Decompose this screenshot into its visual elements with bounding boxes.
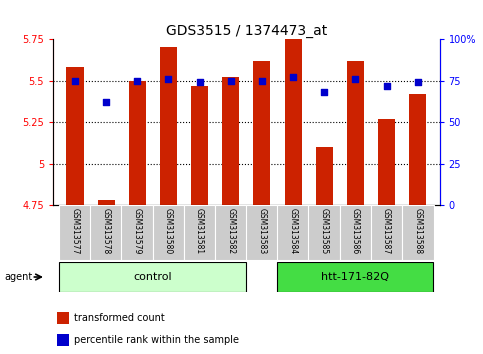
Point [133,78,141,84]
Bar [66,67,84,205]
Bar [184,205,215,260]
Text: agent: agent [5,272,33,282]
Bar [277,205,309,260]
Bar [59,205,91,260]
Point [196,79,203,85]
Bar [90,205,122,260]
Bar [409,94,426,205]
Bar [378,119,395,205]
Point [258,78,266,84]
Text: GSM313581: GSM313581 [195,208,204,254]
Bar [98,200,114,205]
Bar [309,205,340,260]
Point [383,83,390,88]
Bar [246,205,278,260]
Bar [59,262,246,292]
Bar [57,312,69,324]
Text: GSM313587: GSM313587 [382,208,391,254]
Text: transformed count: transformed count [74,313,165,323]
Point [414,79,422,85]
Bar [215,205,246,260]
Bar [347,61,364,205]
Bar [128,81,146,205]
Point [71,78,79,84]
Bar [284,39,302,205]
Point [289,74,297,80]
Point [227,78,235,84]
Text: GSM313585: GSM313585 [320,208,329,254]
Bar [57,334,69,346]
Bar [191,86,208,205]
Text: GSM313588: GSM313588 [413,208,422,254]
Text: GSM313583: GSM313583 [257,208,267,254]
Text: GSM313578: GSM313578 [101,208,111,254]
Bar [160,47,177,205]
Bar [254,61,270,205]
Point [165,76,172,82]
Text: GSM313584: GSM313584 [288,208,298,254]
Bar [153,205,184,260]
Title: GDS3515 / 1374473_at: GDS3515 / 1374473_at [166,24,327,38]
Point [352,76,359,82]
Bar [402,205,434,260]
Text: GSM313577: GSM313577 [71,208,79,255]
Bar [340,205,371,260]
Text: GSM313586: GSM313586 [351,208,360,254]
Text: GSM313582: GSM313582 [226,208,235,254]
Text: percentile rank within the sample: percentile rank within the sample [74,335,240,346]
Text: GSM313579: GSM313579 [133,208,142,255]
Bar [222,77,239,205]
Text: GSM313580: GSM313580 [164,208,173,254]
Text: htt-171-82Q: htt-171-82Q [321,272,389,282]
Bar [371,205,402,260]
Bar [122,205,153,260]
Bar [278,262,433,292]
Bar [316,147,333,205]
Text: control: control [133,272,172,282]
Point [320,89,328,95]
Point [102,99,110,105]
